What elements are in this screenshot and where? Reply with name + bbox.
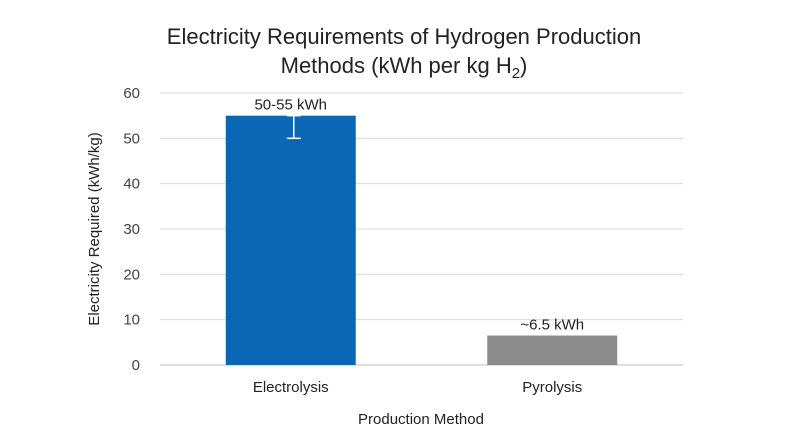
chart-title-subscript: 2 (512, 65, 520, 82)
x-tick-label: Electrolysis (253, 379, 329, 396)
data-label-electrolysis: 50-55 kWh (254, 97, 327, 114)
y-tick-label: 0 (132, 357, 140, 374)
chart-title-line1: Electricity Requirements of Hydrogen Pro… (167, 24, 641, 49)
chart-title-line2-main: Methods (kWh per kg H (281, 53, 512, 78)
y-axis-label: Electricity Required (kWh/kg) (86, 132, 103, 325)
y-tick-label: 50 (123, 130, 140, 147)
y-tick-label: 60 (123, 85, 140, 102)
y-tick-label: 30 (123, 221, 140, 238)
y-tick-label: 40 (123, 176, 140, 193)
x-axis-ticks: Electrolysis Pyrolysis (253, 379, 582, 396)
bar-pyrolysis (487, 335, 618, 365)
bars: 50-55 kWh ~6.5 kWh (225, 97, 618, 366)
y-tick-label: 20 (123, 266, 140, 283)
y-axis-ticks: 0 10 20 30 40 50 60 (123, 85, 140, 374)
y-tick-label: 10 (123, 312, 140, 329)
x-tick-label: Pyrolysis (522, 379, 582, 396)
x-axis-label: Production Method (358, 411, 484, 428)
chart-title-line2: Methods (kWh per kg H2) (281, 53, 528, 82)
bar-electrolysis (225, 115, 356, 366)
data-label-pyrolysis: ~6.5 kWh (520, 317, 584, 334)
chart-title-line2-end: ) (520, 53, 527, 78)
